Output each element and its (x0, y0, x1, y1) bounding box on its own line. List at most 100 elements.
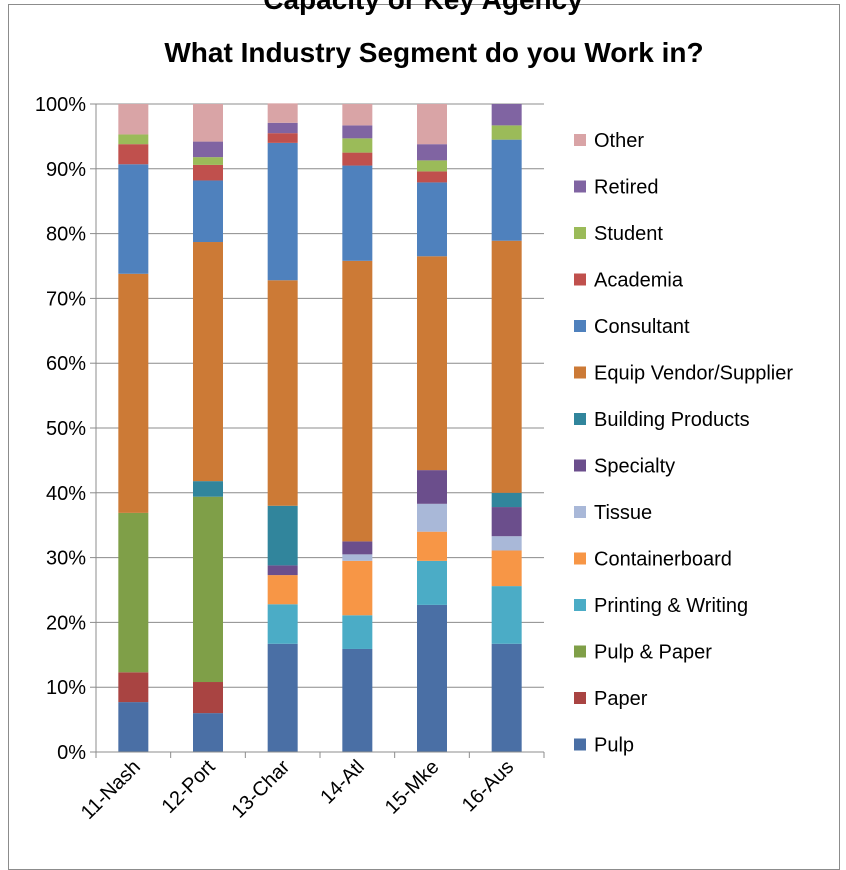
legend-label: Student (594, 223, 663, 245)
chart-title: What Industry Segment do you Work in? (164, 37, 703, 68)
bar-segment-specialty (342, 541, 373, 555)
bar-segment-containerboard (417, 531, 447, 561)
legend-label: Consultant (594, 316, 690, 338)
bar-segment-printing-writing (267, 604, 298, 644)
bar-segment-printing-writing (417, 560, 447, 605)
legend: Other Retired Student Academia Consultant Equ… (574, 130, 793, 757)
bar-segment-consultant (417, 182, 447, 257)
legend-label: Retired (594, 177, 658, 199)
y-tick-label: 20% (46, 612, 86, 634)
bar-segment-other (267, 103, 298, 123)
legend-label: Equip Vendor/Supplier (594, 363, 793, 385)
bar-segment-pulp-paper (118, 512, 149, 673)
y-tick-label: 100% (35, 94, 86, 116)
bar-segment-building-products (193, 481, 223, 497)
y-tick-label: 40% (46, 483, 86, 505)
legend-label: Other (594, 130, 644, 152)
legend-swatch (574, 738, 586, 751)
legend-swatch (574, 366, 586, 379)
legend-label: Specialty (594, 456, 675, 478)
bar-segment-consultant (118, 164, 149, 274)
bar-segment-specialty (491, 507, 522, 537)
legend-swatch (574, 506, 586, 518)
bar-segment-pulp (342, 648, 373, 752)
bar-segment-other (193, 104, 223, 142)
bar-segment-pulp (491, 643, 522, 752)
legend-swatch (574, 134, 586, 146)
bar-segment-retired (491, 104, 522, 126)
legend-swatch (574, 692, 586, 704)
bar-segment-consultant (342, 165, 373, 261)
bar-segment-printing-writing (342, 615, 373, 649)
y-axis-tick-labels: 0% 10% 20% 30% 40% 50% 60% 70% 80% 90% 100% (35, 94, 86, 764)
legend-label: Tissue (594, 502, 652, 524)
bar-segment-equip-vendor-supplier (193, 242, 223, 482)
bar-segment-pulp (118, 702, 149, 752)
legend-swatch (574, 320, 586, 332)
x-tick-label: 12-Port (158, 756, 220, 818)
bar-segment-containerboard (491, 550, 522, 587)
clipped-header-text: Capacity or Key Agency (0, 0, 846, 16)
bar-segment-pulp (267, 643, 298, 752)
y-tick-label: 0% (57, 742, 86, 764)
x-tick-label: 13-Char (228, 756, 295, 823)
bar-segment-academia (417, 171, 447, 183)
legend-label: Pulp & Paper (594, 642, 712, 664)
bar-segment-specialty (267, 565, 298, 576)
bar-segment-containerboard (267, 575, 298, 605)
y-tick-label: 30% (46, 548, 86, 570)
bar-segment-student (193, 157, 223, 165)
bar-segment-building-products (491, 492, 522, 508)
bar-segment-equip-vendor-supplier (417, 256, 447, 471)
legend-swatch (574, 227, 586, 239)
bar-segment-student (491, 125, 522, 140)
bar-segment-consultant (193, 180, 223, 243)
bar-segment-consultant (267, 142, 298, 281)
bar-segment-tissue (342, 554, 373, 561)
legend-swatch (574, 413, 586, 425)
bar-segment-student (417, 160, 447, 172)
y-tick-label: 80% (46, 224, 86, 246)
y-tick-label: 70% (46, 288, 86, 310)
legend-label: Containerboard (594, 549, 732, 571)
legend-swatch (574, 459, 586, 472)
bar-segment-pulp-paper (193, 496, 223, 683)
bar-segment-pulp (417, 604, 447, 752)
bar-segment-paper (118, 672, 149, 703)
y-tick-label: 90% (46, 159, 86, 181)
bar-segment-tissue (417, 503, 447, 532)
y-tick-label: 60% (46, 353, 86, 375)
x-axis-tick-labels: 11-Nash 12-Port 13-Char 14-Atl 15-Mke 16-Aus (77, 756, 518, 824)
bar-stacks (118, 103, 522, 752)
bar-segment-student (118, 134, 149, 145)
bar-segment-tissue (491, 536, 522, 551)
bar-segment-student (342, 138, 373, 153)
bar-segment-other (417, 104, 447, 145)
gridlines (90, 103, 544, 753)
legend-swatch (574, 599, 586, 611)
legend-swatch (574, 180, 586, 193)
legend-swatch (574, 552, 586, 565)
legend-label: Paper (594, 688, 648, 710)
bar-segment-pulp (193, 713, 223, 752)
bar-segment-equip-vendor-supplier (342, 260, 373, 542)
bar-segment-equip-vendor-supplier (118, 273, 149, 513)
bar-segment-specialty (417, 470, 447, 504)
bar-segment-academia (342, 152, 373, 166)
bar-segment-academia (267, 133, 298, 143)
bar-segment-consultant (491, 139, 522, 241)
legend-label: Pulp (594, 735, 634, 757)
legend-label: Building Products (594, 409, 750, 431)
legend-swatch (574, 645, 586, 658)
bar-segment-printing-writing (491, 586, 522, 644)
bar-segment-building-products (267, 505, 298, 566)
bar-segment-retired (417, 144, 447, 161)
x-tick-label: 16-Aus (458, 756, 518, 816)
bar-segment-retired (267, 122, 298, 134)
bar-segment-other (342, 104, 373, 126)
x-tick-label: 14-Atl (316, 756, 369, 809)
bar-segment-equip-vendor-supplier (267, 280, 298, 506)
legend-label: Printing & Writing (594, 595, 748, 617)
legend-swatch (574, 273, 586, 286)
